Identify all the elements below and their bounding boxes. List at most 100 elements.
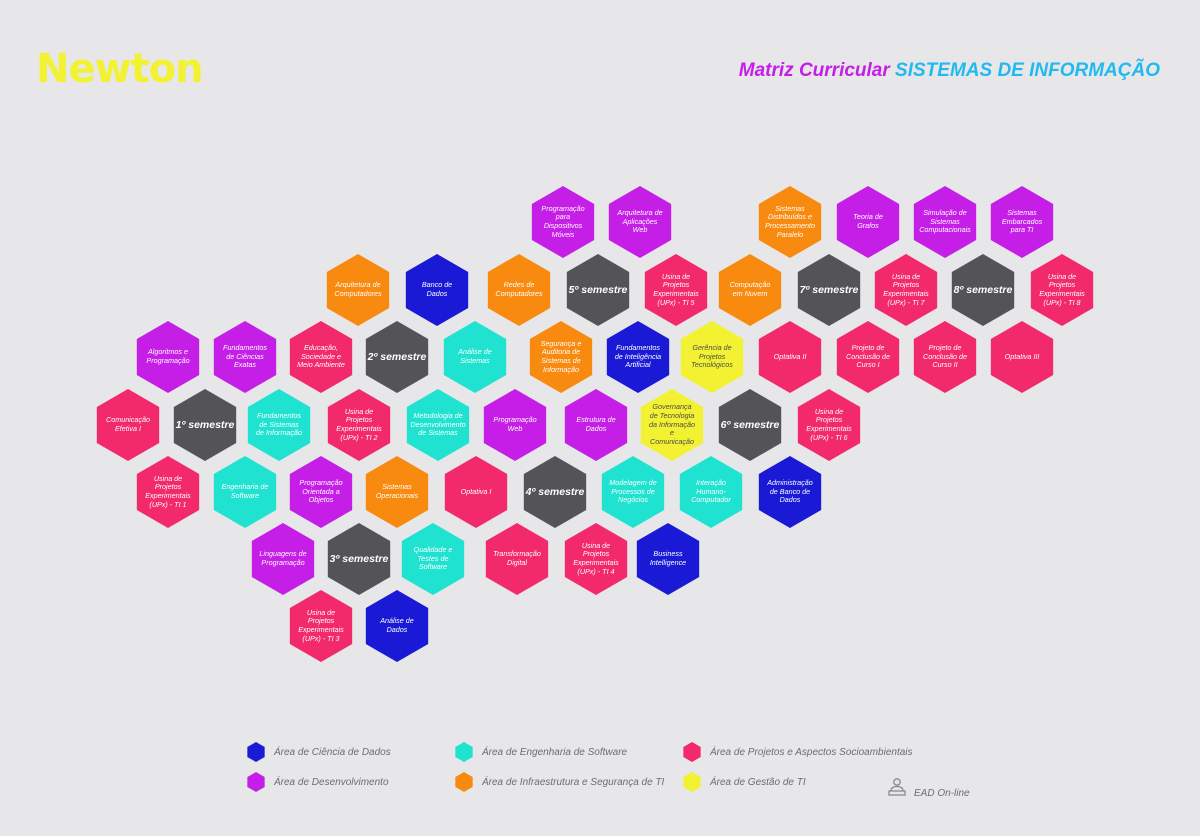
course-hex-linguagens-de-programacao: Linguagens de Programação	[251, 523, 315, 595]
legend-hex-icon	[455, 772, 473, 792]
hex-label: 2º semestre	[367, 350, 427, 363]
course-hex-fundamentos-de-sistemas-de-informacao: Fundamentos de Sistemas de Informação	[247, 389, 311, 461]
hex-label: Sistemas Embarcados para TI	[1001, 208, 1043, 235]
hex-label: Metodologia de Desenvolvimento de Sistem…	[410, 411, 466, 438]
legend-item-dados: Área de Ciência de Dados	[246, 742, 391, 762]
hex-label: Segurança e Auditoria de Sistemas de Inf…	[540, 338, 582, 374]
course-hex-redes-de-computadores: Redes de Computadores	[487, 254, 551, 326]
course-hex-transformacao-digital: Transformação Digital	[485, 523, 549, 595]
course-hex-fundamentos-de-ciencias-exatas: Fundamentos de Ciências Exatas	[213, 321, 277, 393]
page-title: Matriz Curricular SISTEMAS DE INFORMAÇÃO	[739, 60, 1160, 82]
hex-label: Arquitetura de Aplicações Web	[617, 208, 663, 235]
semester-hex-7-semestre: 7º semestre	[797, 254, 861, 326]
hex-label: Projeto de Conclusão de Curso I	[846, 343, 890, 370]
hex-label: Teoria de Grafos	[853, 212, 883, 230]
course-hex-teoria-de-grafos: Teoria de Grafos	[836, 186, 900, 258]
legend-hex-icon	[683, 742, 701, 762]
legend-label: Área de Engenharia de Software	[482, 746, 628, 758]
hex-label: Programação Orientada a Objetos	[299, 478, 343, 505]
course-hex-usina-de-projetos-experimentais-upx-ti-3: Usina de Projetos Experimentais (UPx) - …	[289, 590, 353, 662]
title-main: SISTEMAS DE INFORMAÇÃO	[895, 60, 1160, 81]
legend-item-eng: Área de Engenharia de Software	[454, 742, 627, 762]
course-hex-computacao-em-nuvem: Computação em Nuvem	[718, 254, 782, 326]
course-hex-interacao-humano-computador: Interação Humano-Computador	[679, 456, 743, 528]
legend-label: Área de Infraestrutura e Segurança de TI	[482, 776, 665, 788]
course-hex-banco-de-dados: Banco de Dados	[405, 254, 469, 326]
hex-label: Simulação de Sistemas Computacionais	[919, 208, 971, 235]
hex-label: Interação Humano-Computador	[691, 478, 731, 505]
course-hex-engenharia-de-software: Engenharia de Software	[213, 456, 277, 528]
hex-label: Análise de Dados	[380, 616, 414, 634]
semester-hex-3-semestre: 3º semestre	[327, 523, 391, 595]
course-hex-usina-de-projetos-experimentais-upx-ti-1: Usina de Projetos Experimentais (UPx) - …	[136, 456, 200, 528]
ead-label: EAD On-line	[914, 788, 970, 799]
hex-label: Comunicação Efetiva I	[106, 415, 150, 433]
hex-label: Usina de Projetos Experimentais (UPx) - …	[653, 271, 699, 307]
hex-label: Sistemas Operacionais	[375, 482, 419, 500]
hex-label: Transformação Digital	[493, 549, 541, 567]
semester-hex-8-semestre: 8º semestre	[951, 254, 1015, 326]
semester-hex-2-semestre: 2º semestre	[365, 321, 429, 393]
legend-item-gestao: Área de Gestão de TI	[682, 772, 806, 792]
hex-label: Usina de Projetos Experimentais (UPx) - …	[573, 540, 619, 576]
course-hex-simulacao-de-sistemas-computacionais: Simulação de Sistemas Computacionais	[913, 186, 977, 258]
hex-label: 8º semestre	[953, 283, 1013, 296]
hex-label: Engenharia de Software	[221, 482, 269, 500]
course-hex-usina-de-projetos-experimentais-upx-ti-5: Usina de Projetos Experimentais (UPx) - …	[644, 254, 708, 326]
course-hex-metodologia-de-desenvolvimento-de-sistemas: Metodologia de Desenvolvimento de Sistem…	[406, 389, 470, 461]
hex-label: 5º semestre	[568, 283, 628, 296]
hex-label: Administração de Banco de Dados	[767, 478, 813, 505]
course-hex-usina-de-projetos-experimentais-upx-ti-6: Usina de Projetos Experimentais (UPx) - …	[797, 389, 861, 461]
hex-label: 3º semestre	[329, 552, 389, 565]
hex-label: Programação Web	[493, 415, 537, 433]
hex-label: Educação, Sociedade e Meio Ambiente	[297, 343, 345, 370]
semester-hex-4-semestre: 4º semestre	[523, 456, 587, 528]
course-hex-sistemas-operacionais: Sistemas Operacionais	[365, 456, 429, 528]
course-hex-business-intelligence: Business Intelligence	[636, 523, 700, 595]
hex-label: Governança de Tecnologia da Informação e…	[649, 402, 695, 446]
course-hex-usina-de-projetos-experimentais-upx-ti-8: Usina de Projetos Experimentais (UPx) - …	[1030, 254, 1094, 326]
course-hex-arquitetura-de-aplicacoes-web: Arquitetura de Aplicações Web	[608, 186, 672, 258]
course-hex-programacao-para-dispositivos-moveis: Programação para Dispositivos Móveis	[531, 186, 595, 258]
course-hex-sistemas-distribuidos-e-processamento-paralelo: Sistemas Distribuídos e Processamento Pa…	[758, 186, 822, 258]
course-hex-gerencia-de-projetos-tecnologicos: Gerência de Projetos Tecnológicos	[680, 321, 744, 393]
hex-label: Fundamentos de Inteligência Artificial	[614, 343, 662, 370]
course-hex-projeto-de-conclusao-de-curso-ii: Projeto de Conclusão de Curso II	[913, 321, 977, 393]
person-laptop-icon	[888, 777, 906, 796]
legend-label: Área de Gestão de TI	[710, 776, 806, 788]
course-hex-usina-de-projetos-experimentais-upx-ti-2: Usina de Projetos Experimentais (UPx) - …	[327, 389, 391, 461]
hex-label: Usina de Projetos Experimentais (UPx) - …	[298, 607, 344, 643]
legend-label: Área de Desenvolvimento	[274, 776, 389, 788]
course-hex-programacao-orientada-a-objetos: Programação Orientada a Objetos	[289, 456, 353, 528]
hex-label: Algoritmos e Programação	[146, 347, 190, 365]
hex-label: Optativa I	[460, 486, 492, 496]
hex-label: Redes de Computadores	[495, 280, 543, 298]
course-hex-projeto-de-conclusao-de-curso-i: Projeto de Conclusão de Curso I	[836, 321, 900, 393]
hex-label: Business Intelligence	[649, 549, 687, 567]
course-hex-programacao-web: Programação Web	[483, 389, 547, 461]
hex-label: 7º semestre	[799, 283, 859, 296]
title-prefix: Matriz Curricular	[738, 60, 890, 81]
semester-hex-1-semestre: 1º semestre	[173, 389, 237, 461]
course-hex-analise-de-sistemas: Análise de Sistemas	[443, 321, 507, 393]
course-hex-analise-de-dados: Análise de Dados	[365, 590, 429, 662]
hex-label: Usina de Projetos Experimentais (UPx) - …	[145, 473, 191, 509]
course-hex-usina-de-projetos-experimentais-upx-ti-7: Usina de Projetos Experimentais (UPx) - …	[874, 254, 938, 326]
hex-label: Usina de Projetos Experimentais (UPx) - …	[336, 406, 382, 442]
hex-label: Estrutura de Dados	[576, 415, 616, 433]
course-hex-algoritmos-e-programacao: Algoritmos e Programação	[136, 321, 200, 393]
hex-label: Programação para Dispositivos Móveis	[541, 203, 585, 239]
course-hex-comunicacao-efetiva-i: Comunicação Efetiva I	[96, 389, 160, 461]
semester-hex-6-semestre: 6º semestre	[718, 389, 782, 461]
legend-hex-icon	[247, 772, 265, 792]
legend-hex-icon	[683, 772, 701, 792]
course-hex-seguranca-e-auditoria-de-sistemas-de-informacao: Segurança e Auditoria de Sistemas de Inf…	[529, 321, 593, 393]
legend-item-dev: Área de Desenvolvimento	[246, 772, 389, 792]
hex-label: Fundamentos de Ciências Exatas	[223, 343, 267, 370]
hex-label: Projeto de Conclusão de Curso II	[923, 343, 967, 370]
legend-hex-icon	[247, 742, 265, 762]
legend-hex-icon	[455, 742, 473, 762]
hex-label: Fundamentos de Sistemas de Informação	[256, 411, 302, 438]
hex-label: Banco de Dados	[421, 280, 453, 298]
semester-hex-5-semestre: 5º semestre	[566, 254, 630, 326]
